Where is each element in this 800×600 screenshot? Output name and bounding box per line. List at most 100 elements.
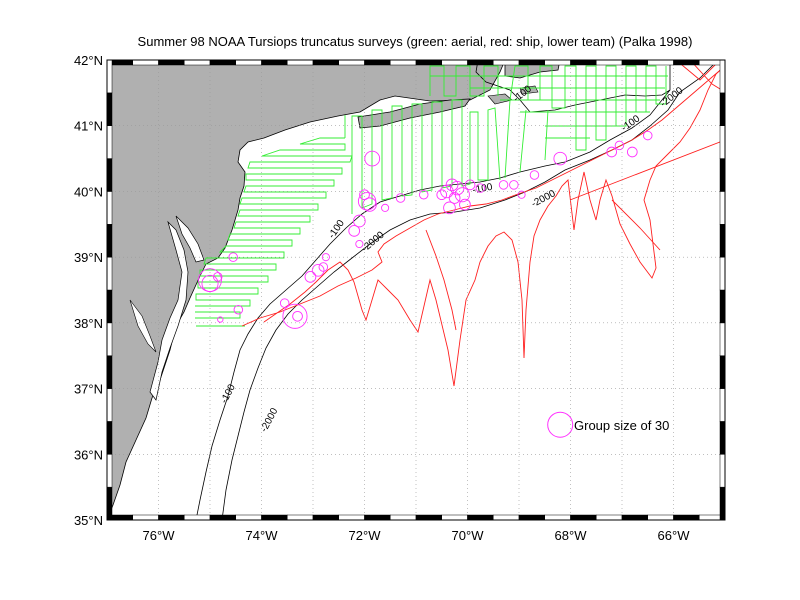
frame-segment-top bbox=[364, 59, 391, 66]
sighting-circle bbox=[614, 140, 625, 151]
frame-segment-right bbox=[719, 388, 726, 422]
frame-segment-left bbox=[106, 355, 113, 389]
frame-segment-top bbox=[415, 59, 442, 66]
frame-segment-bottom bbox=[338, 514, 365, 521]
frame-segment-bottom bbox=[467, 514, 494, 521]
frame-segment-right bbox=[719, 92, 726, 126]
frame-segment-bottom bbox=[209, 514, 236, 521]
frame-segment-top bbox=[390, 59, 417, 66]
sighting-circle bbox=[353, 214, 366, 228]
frame-segment-bottom bbox=[235, 514, 262, 521]
sighting-circle bbox=[381, 203, 390, 212]
frame-segment-top bbox=[493, 59, 520, 66]
sighting-circle bbox=[228, 252, 238, 262]
sighting-circle bbox=[464, 179, 476, 191]
sighting-circle bbox=[201, 274, 219, 292]
frame-segment-bottom bbox=[390, 514, 417, 521]
sightings-layer bbox=[198, 130, 653, 329]
frame-segment-bottom bbox=[518, 514, 545, 521]
frame-segment-top bbox=[467, 59, 494, 66]
legend-size-circle bbox=[547, 411, 574, 438]
frame-segment-bottom bbox=[287, 514, 314, 521]
frame-segment-bottom bbox=[621, 514, 648, 521]
legend: Group size of 30 bbox=[547, 411, 669, 438]
sighting-circle bbox=[440, 184, 454, 199]
lat-tick-label: 42°N bbox=[74, 53, 103, 68]
sighting-circle bbox=[318, 262, 329, 272]
lat-tick-label: 38°N bbox=[74, 316, 103, 331]
chart-title: Summer 98 NOAA Tursiops truncatus survey… bbox=[138, 34, 693, 49]
frame-segment-top bbox=[287, 59, 314, 66]
lat-tick-label: 41°N bbox=[74, 119, 103, 134]
lat-tick-label: 37°N bbox=[74, 382, 103, 397]
frame-segment-top bbox=[647, 59, 674, 66]
frame-segment-right bbox=[719, 256, 726, 291]
frame-segment-bottom bbox=[441, 514, 468, 521]
frame-segment-left bbox=[106, 59, 113, 94]
frame-segment-left bbox=[106, 486, 113, 521]
legend-label: Group size of 30 bbox=[574, 418, 669, 433]
frame-segment-top bbox=[158, 59, 185, 66]
frame-segment-bottom bbox=[596, 514, 623, 521]
frame-segment-right bbox=[719, 125, 726, 159]
sighting-circle bbox=[459, 198, 471, 211]
sighting-circle bbox=[395, 193, 406, 203]
frame-segment-bottom bbox=[570, 514, 597, 521]
lon-tick-label: 74°W bbox=[246, 528, 279, 543]
frame-segment-top bbox=[441, 59, 468, 66]
frame-segment-top bbox=[312, 59, 339, 66]
frame-segment-top bbox=[184, 59, 211, 66]
frame-segment-top bbox=[544, 59, 571, 66]
frame-segment-top bbox=[235, 59, 262, 66]
aerial-tracks-mid-atlantic bbox=[195, 137, 353, 327]
land-mass bbox=[107, 60, 506, 520]
frame-segment-top bbox=[132, 59, 159, 66]
frame-segment-left bbox=[106, 224, 113, 258]
sighting-circle bbox=[217, 316, 224, 323]
frame-segment-bottom bbox=[647, 514, 674, 521]
sighting-circle bbox=[498, 180, 509, 190]
frame-segment-right bbox=[719, 421, 726, 455]
chesapeake-bay bbox=[149, 220, 189, 401]
frame-segment-right bbox=[719, 454, 726, 488]
frame-segment-left bbox=[106, 322, 113, 356]
sighting-circle bbox=[364, 150, 381, 167]
sighting-circle bbox=[454, 187, 470, 203]
aerial-tracks-new-england bbox=[344, 65, 668, 214]
lat-tick-label: 39°N bbox=[74, 250, 103, 265]
axis-tick-labels: 76°W 74°W 72°W 70°W 68°W 66°W 42°N 41°N 40°N 39°N… bbox=[74, 53, 690, 543]
sighting-circle bbox=[626, 146, 638, 158]
sighting-circle bbox=[553, 151, 567, 166]
sighting-circle bbox=[233, 304, 244, 315]
sighting-circle bbox=[418, 189, 429, 200]
frame-segment-bottom bbox=[312, 514, 339, 521]
sighting-circle bbox=[529, 170, 540, 180]
frame-segment-bottom bbox=[158, 514, 185, 521]
frame-segment-right bbox=[719, 486, 726, 521]
lon-tick-label: 72°W bbox=[349, 528, 382, 543]
sighting-circle bbox=[292, 310, 303, 322]
sighting-circle bbox=[448, 192, 461, 204]
frame-segment-top bbox=[673, 59, 700, 66]
frame-segment-left bbox=[106, 92, 113, 126]
frame-segment-right bbox=[719, 59, 726, 94]
frame-segment-top bbox=[596, 59, 623, 66]
lat-tick-label: 36°N bbox=[74, 447, 103, 462]
frame-segment-right bbox=[719, 322, 726, 356]
frame-segment-bottom bbox=[673, 514, 700, 521]
frame-segment-bottom bbox=[261, 514, 288, 521]
sighting-circle bbox=[279, 298, 290, 308]
frame-segment-right bbox=[719, 355, 726, 389]
ship-tracks bbox=[241, 60, 725, 387]
sighting-circle bbox=[475, 183, 486, 193]
frame-segment-left bbox=[106, 388, 113, 422]
sighting-circle bbox=[509, 180, 519, 190]
frame-segment-top bbox=[338, 59, 365, 66]
frame-segment-bottom bbox=[493, 514, 520, 521]
frame-segment-bottom bbox=[415, 514, 442, 521]
sighting-circle bbox=[362, 197, 377, 212]
sighting-circle bbox=[348, 225, 361, 237]
lon-tick-label: 68°W bbox=[555, 528, 588, 543]
sighting-circle bbox=[311, 263, 325, 277]
